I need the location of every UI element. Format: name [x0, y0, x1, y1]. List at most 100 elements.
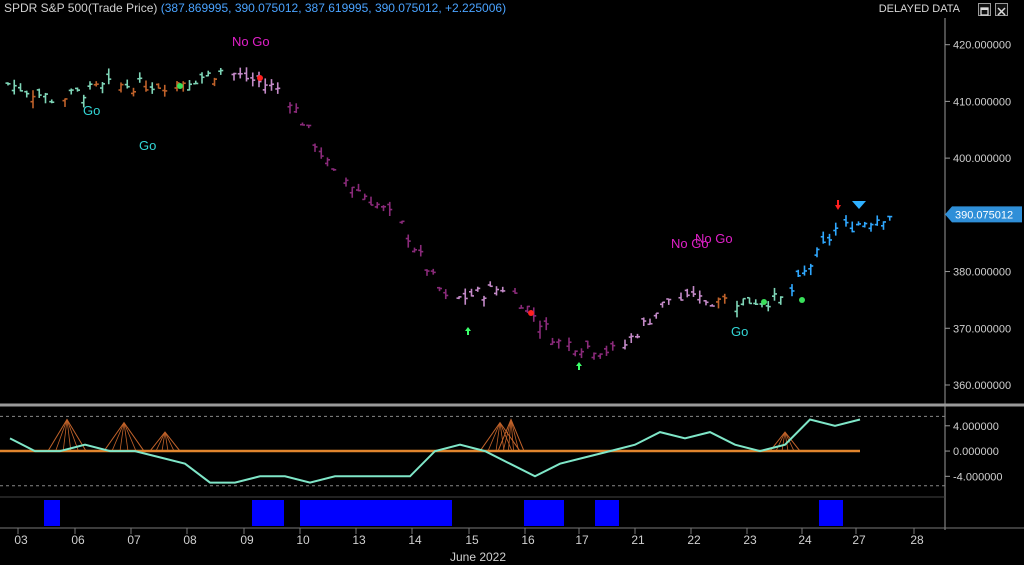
go-label: Go	[731, 324, 748, 339]
price-bar	[262, 78, 268, 94]
price-bar	[795, 269, 801, 278]
osc-hatch-line	[164, 431, 175, 452]
price-bar	[287, 102, 293, 114]
osc-hatch-line	[499, 422, 505, 452]
osc-y-tick-label: -4.000000	[953, 471, 1003, 483]
price-bar	[193, 80, 199, 85]
osc-hatch-line	[161, 432, 166, 452]
price-bar	[343, 177, 349, 187]
price-bar	[874, 215, 880, 226]
price-bar	[443, 289, 449, 300]
price-bar	[585, 340, 591, 349]
price-bar	[149, 82, 155, 94]
price-bar	[740, 297, 746, 306]
price-bar	[572, 350, 578, 357]
price-bar	[604, 345, 609, 356]
price-bar	[660, 301, 665, 308]
price-bar	[199, 72, 205, 84]
price-bar	[635, 333, 640, 339]
price-bar	[205, 70, 211, 77]
y-tick-label: 370.000000	[953, 323, 1011, 335]
chart-title: SPDR S&P 500(Trade Price) (387.869995, 3…	[4, 1, 506, 15]
go-label: Go	[83, 103, 100, 118]
x-tick-label: 28	[910, 533, 924, 547]
osc-hatch-line	[62, 419, 68, 452]
price-bar	[481, 295, 487, 307]
nogo-label: No Go	[671, 236, 709, 251]
chart-header: SPDR S&P 500(Trade Price) (387.869995, 3…	[0, 0, 1024, 18]
price-axis: 420.000000 410.000000 400.000000 380.000000…	[945, 40, 1022, 392]
price-bar	[36, 88, 42, 98]
price-bar	[137, 72, 143, 83]
price-bar	[212, 77, 217, 87]
price-bar	[628, 333, 634, 344]
price-bar	[753, 299, 759, 306]
price-bar	[778, 296, 784, 305]
price-bar	[856, 221, 861, 226]
price-bar	[610, 341, 616, 351]
price-bar	[579, 348, 584, 359]
price-bar	[500, 286, 506, 293]
up-arrow-icon	[576, 362, 582, 370]
price-bar	[30, 90, 36, 109]
y-tick-label: 410.000000	[953, 96, 1011, 108]
price-bar	[887, 215, 893, 221]
x-tick-label: 21	[631, 533, 645, 547]
x-tick-label: 15	[465, 533, 479, 547]
price-bar	[18, 83, 23, 92]
price-bar	[697, 290, 703, 304]
price-bar	[143, 80, 149, 92]
maximize-button[interactable]	[978, 3, 991, 16]
price-bar	[849, 221, 855, 233]
osc-line	[9, 418, 861, 484]
price-bar	[244, 67, 249, 82]
price-bar	[734, 300, 740, 318]
price-bar	[475, 286, 481, 292]
price-bar	[765, 301, 771, 312]
signal-dot	[257, 75, 263, 81]
price-bar	[399, 220, 405, 224]
volume-block	[44, 500, 60, 526]
price-bar	[75, 87, 80, 92]
volume-block	[595, 500, 619, 526]
price-bar	[456, 296, 462, 300]
y-tick-label: 380.000000	[953, 267, 1011, 279]
x-tick-label: 08	[183, 533, 197, 547]
osc-hatch-line	[784, 432, 789, 452]
price-bar	[356, 183, 361, 192]
price-bar	[537, 320, 543, 339]
x-tick-label: 07	[127, 533, 141, 547]
x-tick-label: 03	[14, 533, 28, 547]
osc-hatch-line	[510, 419, 520, 452]
price-bar	[591, 352, 597, 360]
price-bar	[131, 87, 136, 97]
price-bar	[437, 286, 442, 292]
price-bar	[814, 247, 820, 258]
price-bar	[118, 82, 124, 93]
last-price-label: 390.075012	[955, 209, 1013, 221]
price-bar	[678, 292, 684, 301]
price-bar	[156, 83, 161, 90]
volume-panel	[44, 500, 843, 526]
oscillator-panel: 4.000000 0.000000 -4.000000	[0, 415, 1003, 487]
price-bar	[106, 68, 112, 85]
x-tick-label: 16	[521, 533, 535, 547]
price-bar	[24, 90, 30, 98]
price-bar	[418, 244, 424, 257]
signal-dot	[799, 297, 805, 303]
close-button[interactable]	[995, 3, 1008, 16]
price-bar	[87, 81, 93, 90]
price-bar	[820, 231, 826, 244]
price-bar	[518, 304, 524, 309]
signal-markers	[177, 75, 866, 370]
close-icon	[997, 7, 1006, 16]
volume-block	[300, 500, 452, 526]
x-tick-label: 24	[798, 533, 812, 547]
x-tick-label: 17	[575, 533, 589, 547]
price-bar	[368, 196, 374, 206]
x-tick-label: 13	[352, 533, 366, 547]
price-bar	[81, 94, 87, 108]
price-bar	[306, 124, 312, 129]
